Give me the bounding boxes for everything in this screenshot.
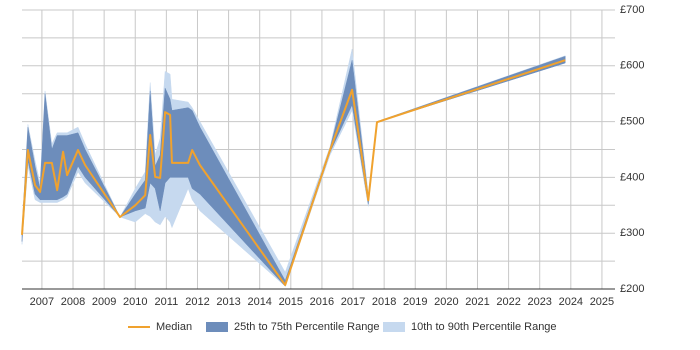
legend-label: 10th to 90th Percentile Range [411, 321, 557, 333]
x-tick-label: 2013 [216, 296, 240, 308]
legend-swatch [206, 322, 228, 332]
percentile-band [21, 55, 566, 287]
x-tick-label: 2020 [434, 296, 458, 308]
y-tick-label: £600 [620, 60, 644, 72]
x-tick-label: 2017 [341, 296, 365, 308]
legend-label: 25th to 75th Percentile Range [234, 321, 380, 333]
y-tick-label: £400 [620, 171, 644, 183]
x-tick-label: 2015 [279, 296, 303, 308]
y-tick-label: £500 [620, 116, 644, 128]
x-tick-label: 2022 [496, 296, 520, 308]
legend-label: Median [156, 321, 192, 333]
x-tick-label: 2018 [372, 296, 396, 308]
x-tick-label: 2010 [123, 296, 147, 308]
median-line [21, 59, 566, 287]
x-tick-label: 2009 [92, 296, 116, 308]
x-tick-label: 2023 [527, 296, 551, 308]
x-tick-label: 2011 [155, 296, 179, 308]
x-tick-label: 2012 [185, 296, 209, 308]
x-tick-label: 2014 [247, 296, 271, 308]
x-tick-label: 2007 [30, 296, 54, 308]
y-tick-label: £300 [620, 227, 644, 239]
x-tick-label: 2021 [465, 296, 489, 308]
x-tick-label: 2025 [590, 296, 614, 308]
x-tick-label: 2019 [403, 296, 427, 308]
legend-swatch [383, 322, 405, 332]
y-tick-label: £200 [620, 283, 644, 295]
x-tick-label: 2008 [61, 296, 85, 308]
x-tick-label: 2016 [310, 296, 334, 308]
x-tick-label: 2024 [559, 296, 583, 308]
y-tick-label: £700 [620, 4, 644, 16]
